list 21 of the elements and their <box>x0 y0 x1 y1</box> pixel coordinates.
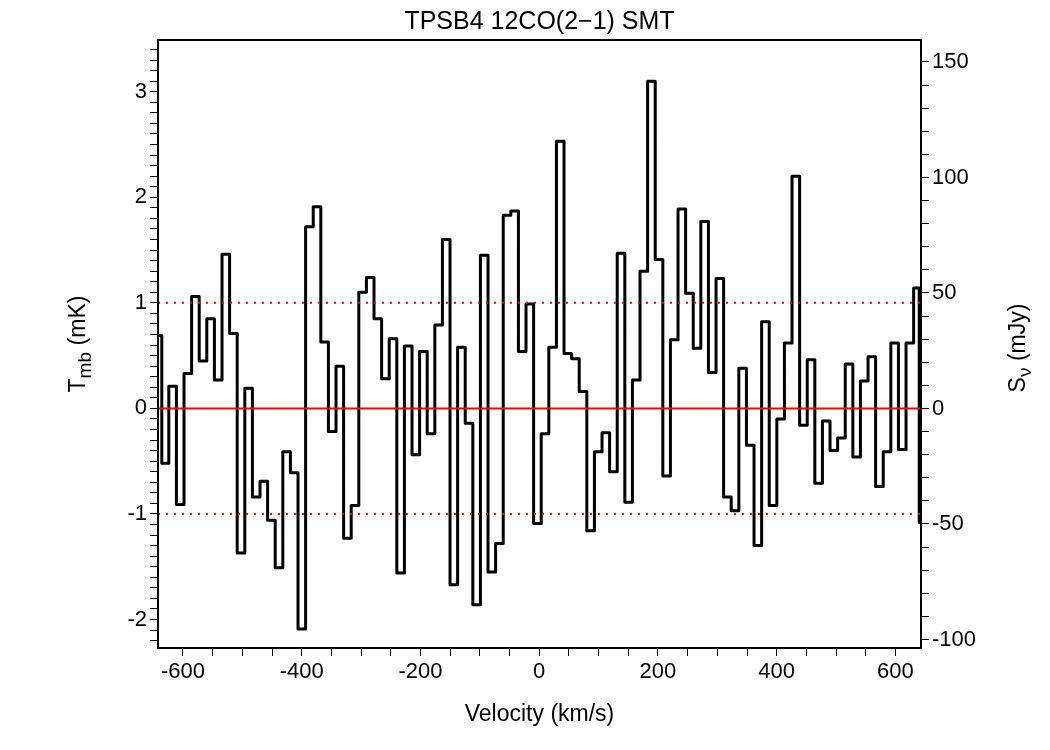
y2-tick-label: 50 <box>932 279 957 305</box>
y-tick-label: 2 <box>134 183 147 209</box>
x-tick-label: 0 <box>533 658 546 684</box>
y2-tick-label: -100 <box>932 625 977 651</box>
y2-tick-label: 0 <box>932 394 945 420</box>
x-tick-label: -200 <box>398 658 443 684</box>
y-tick-label: -1 <box>127 500 147 526</box>
x-axis-title: Velocity (km/s) <box>464 699 615 727</box>
y-tick-label: -2 <box>127 605 147 631</box>
y-tick-label: 1 <box>134 288 147 314</box>
x-tick-label: -600 <box>160 658 205 684</box>
chart-title: TPSB4 12CO(2−1) SMT <box>404 5 675 35</box>
x-tick-label: 200 <box>639 658 677 684</box>
x-tick-label: -400 <box>279 658 324 684</box>
y2-tick-label: 100 <box>932 163 969 189</box>
x-tick-label: 600 <box>877 658 914 684</box>
y-tick-label: 0 <box>134 394 147 420</box>
y-tick-label: 3 <box>134 77 147 103</box>
x-tick-label: 400 <box>758 658 796 684</box>
y2-tick-label: 150 <box>932 48 969 74</box>
y2-tick-label: -50 <box>932 510 964 536</box>
